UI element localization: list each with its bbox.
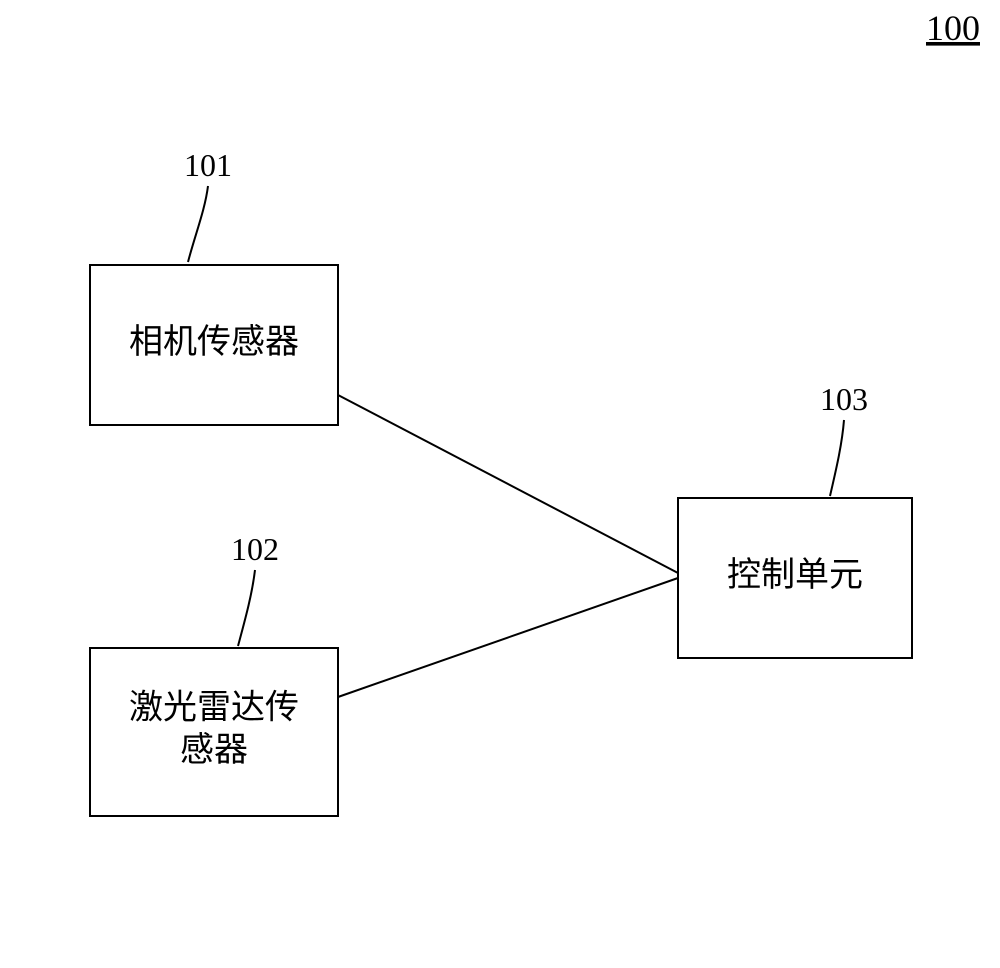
node-control-unit: 控制单元 103 [678,381,912,658]
node-lidar-sensor: 激光雷达传 感器 102 [90,531,338,816]
edges-group [338,395,678,697]
edge-n101-n103 [338,395,678,573]
leader-line [188,186,208,262]
node-label: 101 [184,147,232,183]
node-text-line1: 控制单元 [727,556,863,594]
leader-line [830,420,844,496]
block-diagram: 100 相机传感器 101 激光雷达传 感器 102 控制单元 103 [0,0,1000,968]
node-label: 103 [820,381,868,417]
node-text-line1: 相机传感器 [129,323,299,361]
figure-number: 100 [926,8,980,48]
node-camera-sensor: 相机传感器 101 [90,147,338,425]
node-text-line2: 感器 [180,731,248,769]
leader-line [238,570,255,646]
node-label: 102 [231,531,279,567]
edge-n102-n103 [338,578,678,697]
nodes-group: 相机传感器 101 激光雷达传 感器 102 控制单元 103 [90,147,912,816]
node-text-line1: 激光雷达传 [129,689,299,727]
